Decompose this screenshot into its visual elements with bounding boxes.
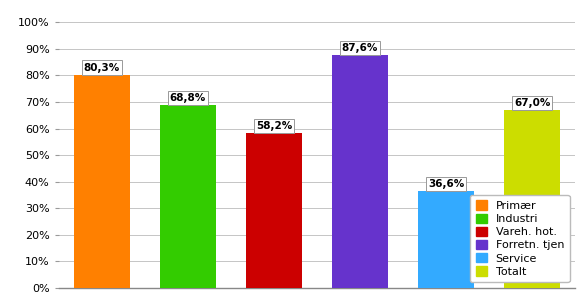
Bar xyxy=(504,110,560,288)
Bar xyxy=(246,134,302,288)
Text: 80,3%: 80,3% xyxy=(83,62,120,73)
Text: 68,8%: 68,8% xyxy=(170,93,206,103)
Text: 36,6%: 36,6% xyxy=(428,178,464,189)
Bar xyxy=(332,55,388,288)
Bar xyxy=(74,75,130,288)
Text: 87,6%: 87,6% xyxy=(342,43,378,53)
Text: 67,0%: 67,0% xyxy=(514,98,551,108)
Text: 58,2%: 58,2% xyxy=(256,121,292,131)
Bar xyxy=(160,105,216,288)
Legend: Primær, Industri, Vareh. hot., Forretn. tjen, Service, Totalt: Primær, Industri, Vareh. hot., Forretn. … xyxy=(470,195,570,282)
Bar xyxy=(418,191,474,288)
